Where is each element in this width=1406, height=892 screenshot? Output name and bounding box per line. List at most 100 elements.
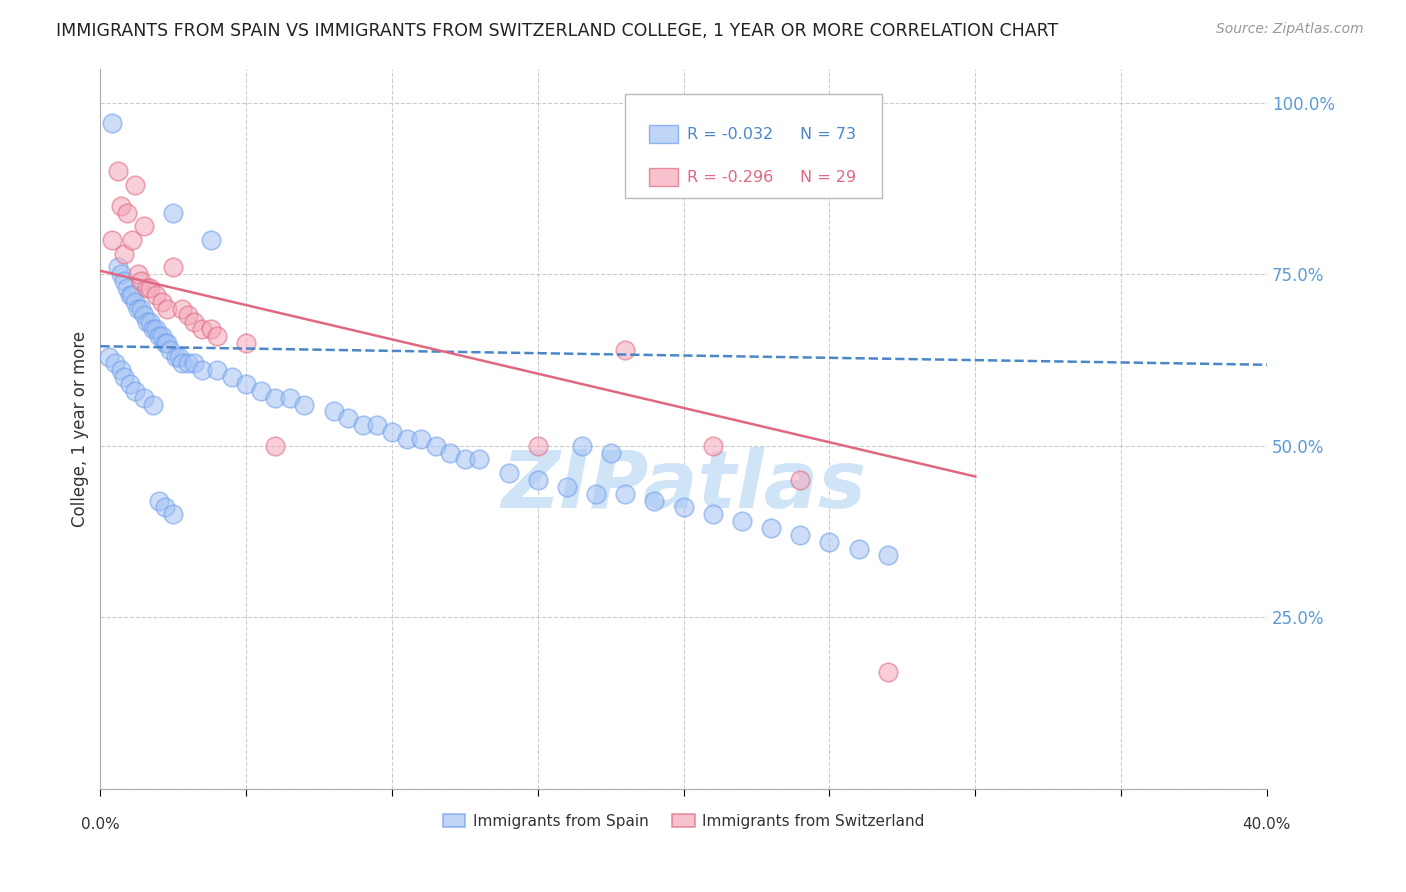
- Point: [183, 315, 205, 329]
- Point: [129, 274, 152, 288]
- Point: [129, 301, 152, 316]
- Point: [107, 164, 129, 178]
- Point: [177, 356, 200, 370]
- Text: ZIPatlas: ZIPatlas: [501, 447, 866, 525]
- Point: [789, 528, 811, 542]
- Point: [127, 267, 149, 281]
- Bar: [648, 168, 678, 186]
- Point: [527, 439, 550, 453]
- Point: [395, 432, 418, 446]
- Point: [118, 288, 141, 302]
- Point: [104, 356, 127, 370]
- Point: [170, 356, 193, 370]
- Text: R = -0.032: R = -0.032: [688, 127, 773, 142]
- Point: [411, 432, 433, 446]
- Point: [352, 418, 374, 433]
- Point: [101, 233, 124, 247]
- Point: [555, 480, 578, 494]
- Point: [150, 294, 173, 309]
- Point: [599, 445, 621, 459]
- Point: [136, 315, 159, 329]
- Point: [118, 376, 141, 391]
- Text: R = -0.296: R = -0.296: [688, 169, 773, 185]
- Point: [702, 507, 724, 521]
- Point: [145, 288, 167, 302]
- Point: [148, 493, 170, 508]
- Point: [115, 281, 138, 295]
- Point: [876, 665, 898, 679]
- Point: [139, 315, 162, 329]
- Point: [132, 391, 155, 405]
- Point: [200, 322, 222, 336]
- Point: [159, 343, 181, 357]
- Point: [98, 350, 121, 364]
- Text: Source: ZipAtlas.com: Source: ZipAtlas.com: [1216, 22, 1364, 37]
- Point: [156, 335, 179, 350]
- Point: [165, 350, 187, 364]
- Point: [672, 500, 695, 515]
- Point: [153, 500, 176, 515]
- Text: 0.0%: 0.0%: [82, 817, 120, 832]
- Point: [162, 205, 184, 219]
- Point: [235, 335, 257, 350]
- Point: [789, 473, 811, 487]
- Point: [142, 322, 165, 336]
- FancyBboxPatch shape: [626, 94, 882, 198]
- Point: [162, 507, 184, 521]
- Point: [132, 309, 155, 323]
- Point: [148, 329, 170, 343]
- Point: [156, 301, 179, 316]
- Point: [124, 294, 146, 309]
- Point: [132, 219, 155, 234]
- Point: [153, 335, 176, 350]
- Point: [322, 404, 344, 418]
- Point: [112, 246, 135, 260]
- Point: [110, 267, 132, 281]
- Point: [107, 260, 129, 275]
- Point: [183, 356, 205, 370]
- Point: [162, 260, 184, 275]
- Point: [278, 391, 301, 405]
- Point: [142, 398, 165, 412]
- Text: 40.0%: 40.0%: [1243, 817, 1291, 832]
- Point: [249, 384, 271, 398]
- Point: [571, 439, 593, 453]
- Point: [643, 493, 665, 508]
- Point: [136, 281, 159, 295]
- Point: [294, 398, 316, 412]
- Point: [614, 343, 637, 357]
- Text: N = 73: N = 73: [800, 127, 856, 142]
- Point: [454, 452, 477, 467]
- Point: [818, 534, 841, 549]
- Point: [167, 350, 190, 364]
- Point: [127, 301, 149, 316]
- Text: IMMIGRANTS FROM SPAIN VS IMMIGRANTS FROM SWITZERLAND COLLEGE, 1 YEAR OR MORE COR: IMMIGRANTS FROM SPAIN VS IMMIGRANTS FROM…: [56, 22, 1059, 40]
- Point: [498, 466, 520, 480]
- Point: [527, 473, 550, 487]
- Legend: Immigrants from Spain, Immigrants from Switzerland: Immigrants from Spain, Immigrants from S…: [436, 807, 931, 835]
- Point: [205, 329, 228, 343]
- Point: [110, 199, 132, 213]
- Point: [110, 363, 132, 377]
- Point: [759, 521, 782, 535]
- Point: [124, 384, 146, 398]
- Point: [112, 274, 135, 288]
- Point: [112, 370, 135, 384]
- Point: [191, 322, 214, 336]
- Point: [205, 363, 228, 377]
- Point: [221, 370, 243, 384]
- Point: [139, 281, 162, 295]
- Point: [337, 411, 360, 425]
- Point: [848, 541, 870, 556]
- Point: [191, 363, 214, 377]
- Point: [150, 329, 173, 343]
- Point: [876, 549, 898, 563]
- Point: [731, 514, 754, 528]
- Point: [439, 445, 461, 459]
- Point: [124, 178, 146, 193]
- Point: [200, 233, 222, 247]
- Point: [702, 439, 724, 453]
- Bar: [648, 125, 678, 144]
- Point: [381, 425, 404, 439]
- Point: [425, 439, 447, 453]
